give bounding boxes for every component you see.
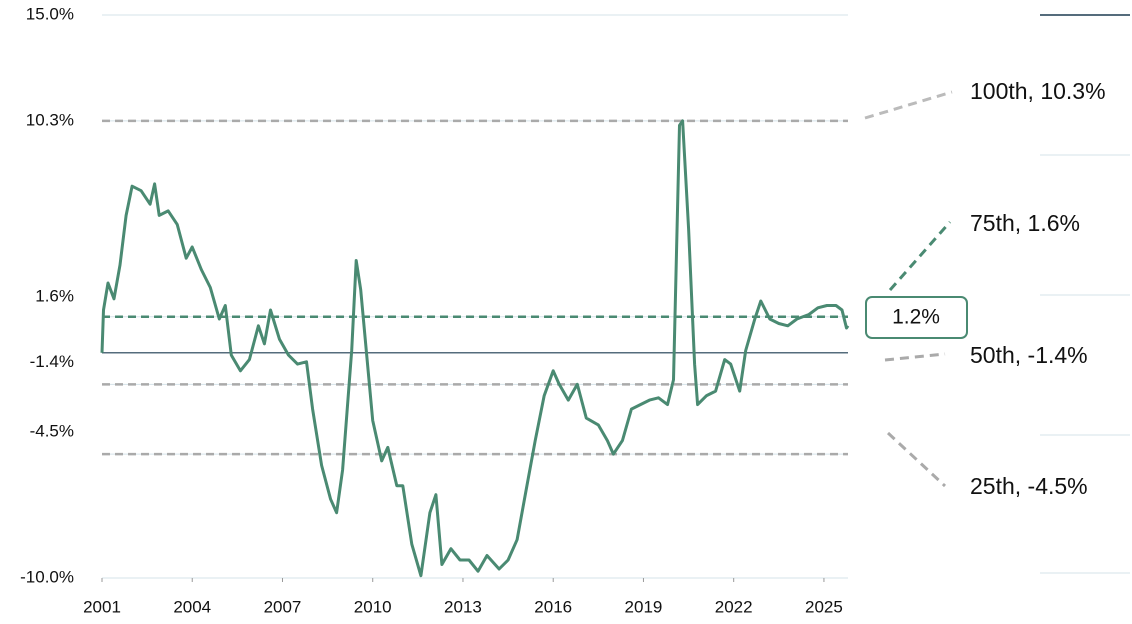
y-tick-label: -4.5% xyxy=(30,422,74,441)
reference-label: 50th, -1.4% xyxy=(970,342,1088,368)
x-tick-label: 2025 xyxy=(805,597,843,616)
reference-label: 25th, -4.5% xyxy=(970,473,1088,499)
connectors xyxy=(864,90,953,488)
line xyxy=(100,119,850,578)
y-tick-label: -1.4% xyxy=(30,352,74,371)
connector xyxy=(888,221,952,291)
reference-label: 100th, 10.3% xyxy=(970,78,1106,104)
connector xyxy=(864,90,953,120)
x-tick-label: 2004 xyxy=(173,597,211,616)
y-tick-label: 10.3% xyxy=(26,110,74,129)
y-tick-label: 1.6% xyxy=(35,286,74,305)
connector xyxy=(884,352,946,362)
y-tick-label: -10.0% xyxy=(20,567,74,586)
y-tick-label: 15.0% xyxy=(26,4,74,23)
x-tick-label: 2022 xyxy=(715,597,753,616)
current-box xyxy=(865,296,968,339)
x-tick-label: 2001 xyxy=(83,597,121,616)
current-label: 1.2% xyxy=(892,306,940,329)
x-tick-label: 2019 xyxy=(625,597,663,616)
x-tick-label: 2016 xyxy=(534,597,572,616)
x-tick-label: 2013 xyxy=(444,597,482,616)
x-tick-label: 2007 xyxy=(264,597,302,616)
side-rules xyxy=(1040,14,1130,574)
connector xyxy=(886,431,947,488)
x-tick-label: 2010 xyxy=(354,597,392,616)
reference-label: 75th, 1.6% xyxy=(970,210,1080,236)
